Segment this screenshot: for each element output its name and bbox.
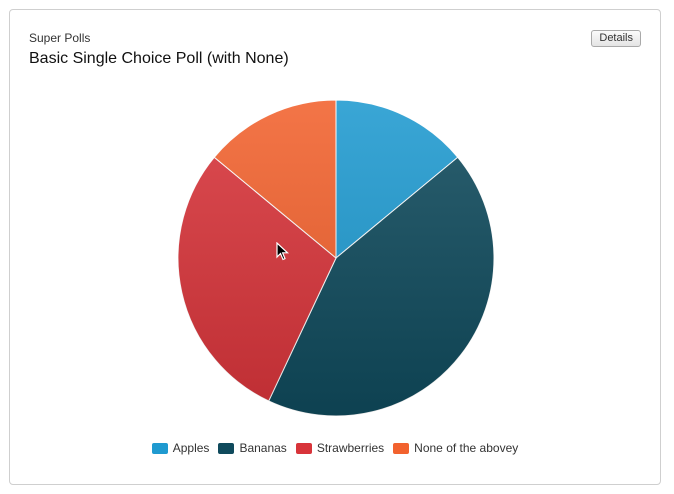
- legend-swatch: [295, 442, 312, 454]
- legend-item[interactable]: Strawberries: [295, 441, 385, 455]
- details-button[interactable]: Details: [591, 30, 641, 47]
- legend-label: Apples: [172, 441, 210, 455]
- app-name: Super Polls: [29, 31, 91, 45]
- legend-swatch: [151, 442, 168, 454]
- legend-item[interactable]: Apples: [151, 441, 210, 455]
- legend-swatch: [393, 442, 410, 454]
- legend-label: None of the abovey: [414, 441, 519, 455]
- legend-item[interactable]: None of the abovey: [393, 441, 518, 455]
- poll-card: Super Polls Basic Single Choice Poll (wi…: [9, 9, 661, 485]
- legend-label: Strawberries: [316, 441, 385, 455]
- legend-item[interactable]: Bananas: [218, 441, 287, 455]
- legend-label: Bananas: [239, 441, 287, 455]
- poll-title: Basic Single Choice Poll (with None): [29, 50, 289, 67]
- chart-legend: Apples Bananas Strawberries None of the abo…: [10, 441, 660, 455]
- mouse-pointer-icon: [276, 242, 290, 261]
- legend-swatch: [218, 442, 235, 454]
- pie-chart: [177, 99, 495, 417]
